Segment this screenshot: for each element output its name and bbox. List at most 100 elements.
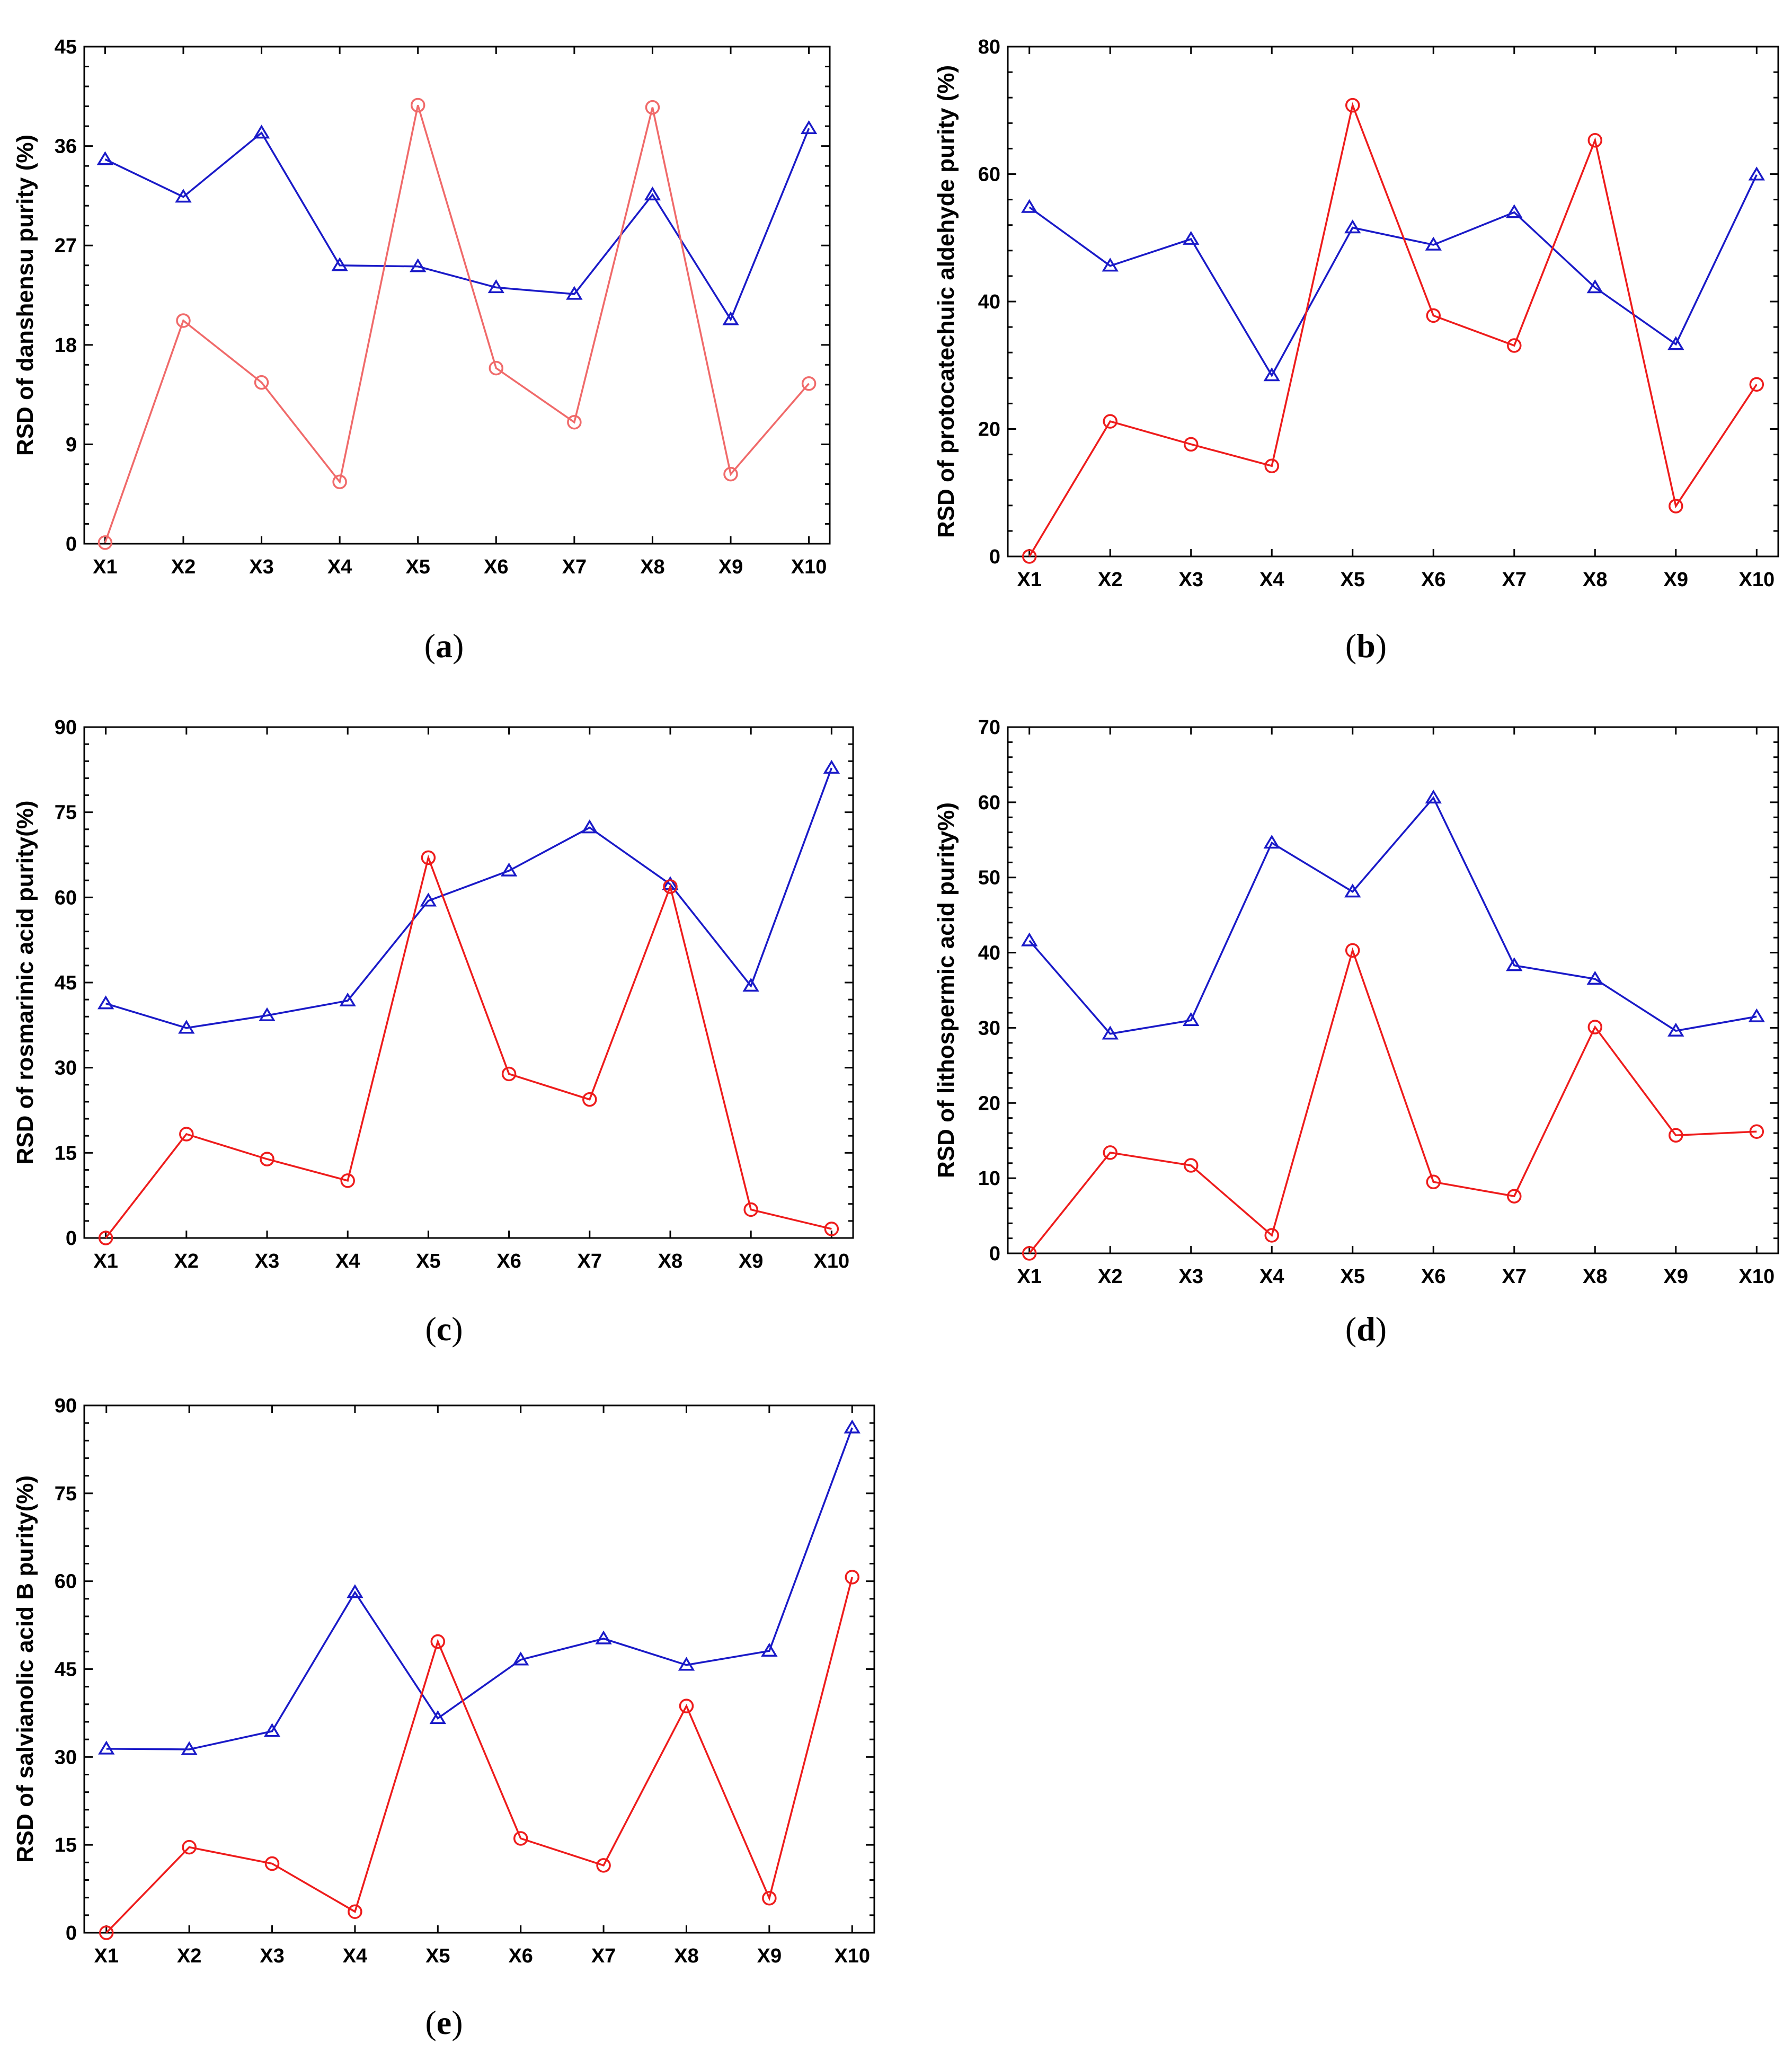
triangle-marker [800,120,818,134]
x-tick-label: X7 [578,1250,602,1272]
x-tick-label: X4 [1259,1266,1284,1288]
series-line [105,767,833,1029]
triangle-marker [1425,789,1442,804]
triangle-marker [823,759,840,774]
circle-marker [1507,1189,1522,1204]
x-tick-label: X10 [1738,1266,1775,1288]
circle-marker [1022,1246,1037,1261]
triangle-marker [347,1584,363,1598]
panel-label: (e) [425,2004,463,2041]
circle-marker [1103,1145,1117,1160]
triangle-marker [1021,932,1038,947]
series-triangle [96,120,818,325]
circle-marker [1507,338,1522,353]
x-tick-label: X8 [658,1250,682,1272]
triangle-marker [331,257,348,271]
panel-label: (d) [1345,1310,1387,1348]
y-tick-label: 0 [989,1243,1000,1265]
series-line [1028,796,1757,1035]
series-line [1028,174,1758,378]
circle-marker [421,850,436,865]
circle-marker [1749,1124,1764,1139]
triangle-marker [253,125,270,139]
y-tick-label: 0 [66,533,77,555]
y-axis-label: RSD of lithospermic acid purity%) [933,802,959,1178]
triangle-marker [1748,1008,1765,1022]
x-tick-label: X10 [791,556,827,578]
triangle-marker [1344,883,1361,898]
y-tick-label: 60 [978,792,1000,814]
triangle-marker [429,1710,446,1724]
circle-marker [264,1856,280,1871]
series-circle [97,98,817,550]
x-tick-label: X10 [814,1250,850,1272]
x-tick-label: X8 [1583,1266,1607,1288]
circle-marker [410,98,425,113]
x-tick-label: X9 [757,1945,782,1967]
panel-label: (b) [1345,627,1387,665]
y-tick-label: 15 [55,1142,77,1164]
triangle-marker [1506,204,1523,218]
panel-label: (a) [424,627,464,665]
circle-marker [1587,133,1603,148]
y-tick-label: 75 [55,802,77,824]
y-tick-label: 0 [66,1227,77,1250]
x-tick-label: X8 [640,556,664,578]
y-tick-label: 50 [978,867,1000,889]
x-tick-label: X5 [1341,1266,1365,1288]
x-tick-label: X3 [1178,569,1203,591]
series-line [105,854,832,1239]
circle-marker [723,466,738,482]
x-tick-label: X1 [93,1250,118,1272]
triangle-marker [1586,279,1603,294]
x-tick-label: X7 [1502,1266,1527,1288]
x-tick-label: X9 [1664,569,1688,591]
x-tick-label: X5 [416,1250,440,1272]
chart-panel-c: 0 15 30 45 60 75 90 X1 X2 X3 X4 X5 X6 X7 X8 X9 X10 RSD of… [12,717,854,1348]
circle-marker [1669,1128,1683,1143]
x-tick-label: X6 [1421,569,1445,591]
triangle-marker [263,1723,281,1737]
circle-marker [1426,308,1441,323]
plot-frame [1007,726,1779,1254]
x-tick-label: X1 [94,1945,119,1967]
circle-marker [582,1092,597,1107]
x-tick-label: X6 [496,1250,521,1272]
series-line [106,1427,853,1750]
triangle-marker [1667,1022,1684,1037]
y-tick-label: 36 [55,136,77,158]
y-tick-label: 60 [978,164,1000,186]
x-tick-label: X7 [591,1945,616,1967]
x-tick-label: X2 [1098,1266,1122,1288]
x-tick-label: X9 [739,1250,763,1272]
triangle-marker [178,1020,195,1034]
circle-marker [1587,1020,1603,1034]
y-tick-label: 0 [989,546,1000,568]
triangle-marker [595,1630,612,1644]
y-tick-label: 60 [55,887,77,909]
triangle-marker [500,862,518,877]
x-tick-label: X1 [93,556,117,578]
x-tick-label: X6 [484,556,508,578]
chart-panel-d: 0 10 20 30 40 50 60 70 X1 X2 X3 X4 X5 X6 X7 X8 X9 X10 RSD … [933,717,1779,1348]
circle-marker [348,1904,362,1919]
series-circle [1022,943,1764,1261]
circle-marker [430,1634,446,1649]
circle-marker [567,414,582,430]
y-tick-label: 90 [55,1395,77,1417]
triangle-marker [181,1741,198,1755]
triangle-marker [844,1419,860,1434]
circle-marker [801,376,817,391]
x-tick-label: X2 [177,1945,201,1967]
x-tick-label: X6 [508,1945,533,1967]
y-tick-label: 30 [55,1746,77,1768]
circle-marker [513,1831,528,1846]
plot-frame [1007,46,1779,558]
triangle-marker [420,892,437,907]
x-tick-label: X2 [174,1250,199,1272]
y-tick-label: 0 [66,1922,77,1944]
circle-marker [1103,414,1117,429]
x-tick-label: X3 [1178,1266,1203,1288]
x-tick-label: X1 [1017,569,1041,591]
x-tick-label: X6 [1421,1266,1445,1288]
